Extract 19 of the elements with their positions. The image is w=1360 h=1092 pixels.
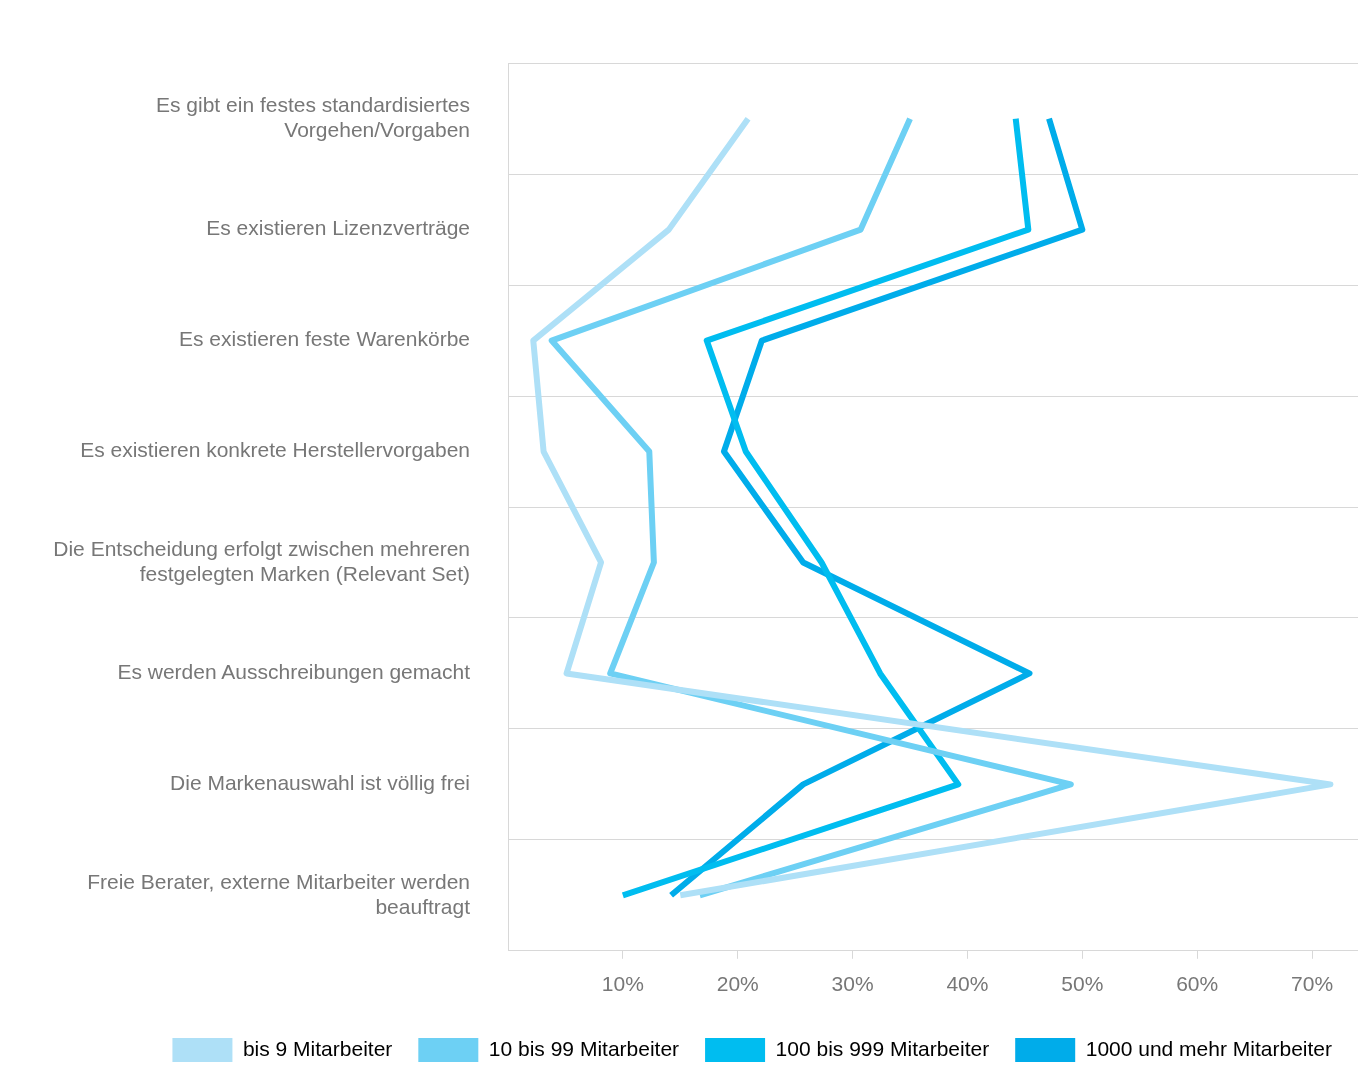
y-tick-label: Freie Berater, externe Mitarbeiter werden beauftragt <box>87 869 471 918</box>
x-tick-label: 40% <box>946 972 989 996</box>
x-tick-label: 50% <box>1061 972 1104 996</box>
y-tick-label: Es existieren feste Warenkörbe <box>178 327 470 351</box>
legend-label: 1000 und mehr Mitarbeiter <box>1085 1036 1333 1060</box>
y-tick-label: Es existieren Lizenzverträge <box>206 216 470 240</box>
legend-label: 10 bis 99 Mitarbeiter <box>488 1036 680 1060</box>
y-tick-label: Es existieren konkrete Herstellervorgaben <box>80 438 470 462</box>
x-tick-label: 70% <box>1291 972 1334 996</box>
y-tick-label: Die Entscheidung erfolgt zwischen mehreren festgelegten Marken (Relevant Set) <box>53 536 470 585</box>
x-tick-label: 60% <box>1176 972 1219 996</box>
legend-label: bis 9 Mitarbeiter <box>242 1036 393 1060</box>
legend-label: 100 bis 999 Mitarbeiter <box>775 1036 990 1060</box>
y-tick-label: Es gibt ein festes standardisiertes Vorgehen/Vorgaben <box>156 92 470 142</box>
y-tick-label: Es werden Ausschreibungen gemacht <box>117 660 471 684</box>
x-tick-label: 30% <box>831 972 874 996</box>
x-tick-label: 10% <box>601 972 644 996</box>
y-tick-label: Die Markenauswahl ist völlig frei <box>170 771 470 795</box>
x-tick-label: 20% <box>716 972 759 996</box>
